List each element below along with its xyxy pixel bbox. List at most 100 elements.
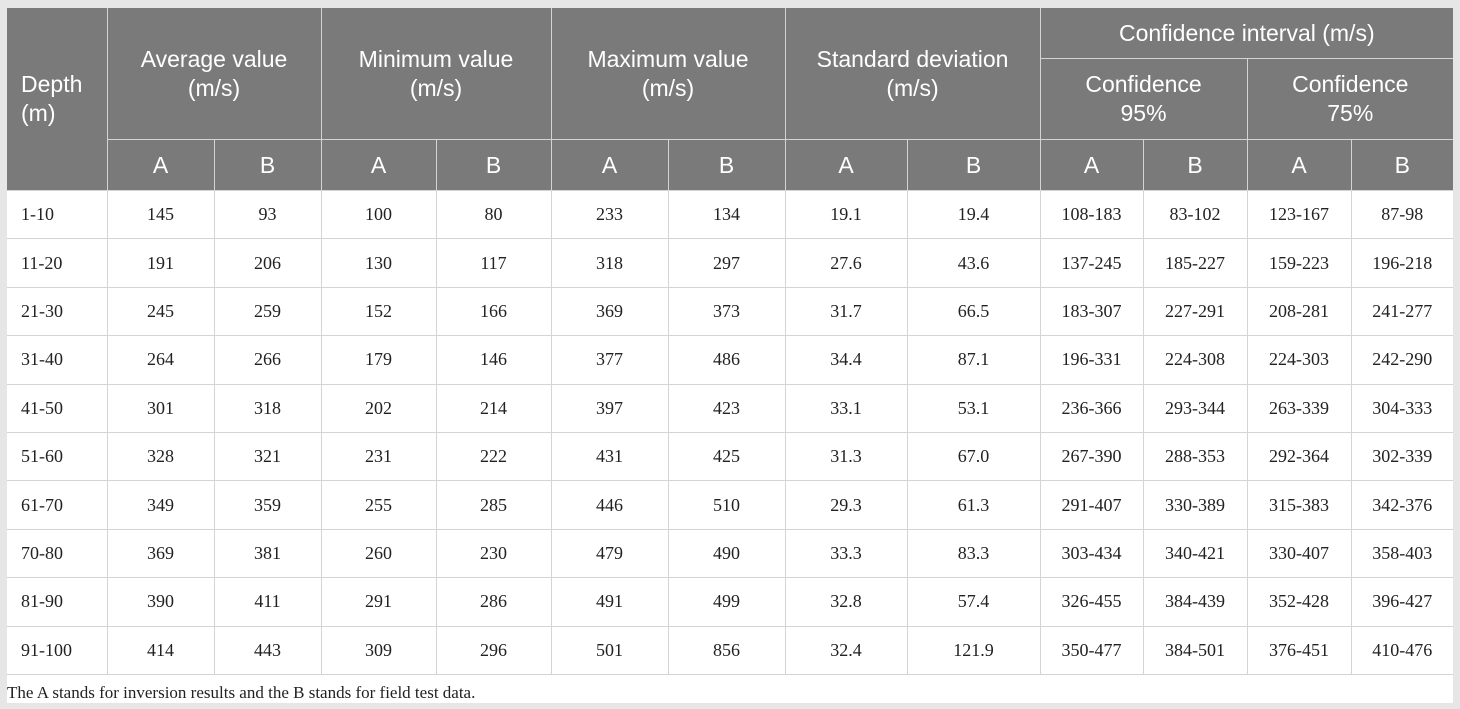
header-average-value: Average value (m/s) (106, 8, 322, 140)
table-row: 51-60 328 321 231 222 431 425 31.3 67.0 267-390 28… (7, 431, 1454, 482)
table-cell: 19.1 (784, 189, 908, 240)
table-cell: 67.0 (906, 431, 1041, 482)
sub-header-a: A (784, 139, 908, 191)
table-cell: 292-364 (1246, 431, 1352, 482)
table-row: 61-70 349 359 255 285 446 510 29.3 61.3 291-407 33… (7, 480, 1454, 530)
table-cell: 93 (213, 189, 322, 240)
table-cell: 342-376 (1350, 480, 1454, 530)
header-minimum-value: Minimum value (m/s) (320, 8, 552, 140)
table-cell: 236-366 (1039, 383, 1144, 433)
header-confidence-75: Confidence 75% (1246, 58, 1454, 140)
table-cell: 856 (667, 625, 786, 675)
table-cell: 224-308 (1142, 335, 1248, 385)
table-cell: 377 (550, 335, 669, 385)
table-cell: 66.5 (906, 286, 1041, 337)
table-cell: 206 (213, 238, 322, 288)
depth-cell: 21-30 (7, 286, 108, 337)
table-row: 81-90 390 411 291 286 491 499 32.8 57.4 326-455 38… (7, 577, 1454, 627)
table-cell: 214 (435, 383, 552, 433)
table-cell: 145 (106, 189, 215, 240)
table-cell: 208-281 (1246, 286, 1352, 337)
table-cell: 302-339 (1350, 431, 1454, 482)
table-cell: 423 (667, 383, 786, 433)
table-cell: 19.4 (906, 189, 1041, 240)
table-cell: 245 (106, 286, 215, 337)
table-cell: 286 (435, 577, 552, 627)
table-cell: 384-501 (1142, 625, 1248, 675)
table-cell: 166 (435, 286, 552, 337)
table-cell: 61.3 (906, 480, 1041, 530)
table-cell: 233 (550, 189, 669, 240)
header-confidence-95: Confidence 95% (1039, 58, 1248, 140)
table-cell: 259 (213, 286, 322, 337)
sub-header-b: B (435, 139, 552, 191)
table-cell: 381 (213, 528, 322, 579)
table-cell: 369 (106, 528, 215, 579)
table-cell: 57.4 (906, 577, 1041, 627)
depth-cell: 61-70 (7, 480, 108, 530)
table-cell: 260 (320, 528, 437, 579)
table-cell: 31.7 (784, 286, 908, 337)
table-cell: 297 (667, 238, 786, 288)
table-cell: 227-291 (1142, 286, 1248, 337)
depth-cell: 91-100 (7, 625, 108, 675)
table-cell: 83-102 (1142, 189, 1248, 240)
table-cell: 146 (435, 335, 552, 385)
table-cell: 328 (106, 431, 215, 482)
sub-header-b: B (213, 139, 322, 191)
sub-header-a: A (550, 139, 669, 191)
table-cell: 231 (320, 431, 437, 482)
depth-cell: 81-90 (7, 577, 108, 627)
sub-header-a: A (1246, 139, 1352, 191)
table-cell: 490 (667, 528, 786, 579)
table-cell: 384-439 (1142, 577, 1248, 627)
depth-cell: 51-60 (7, 431, 108, 482)
table-cell: 242-290 (1350, 335, 1454, 385)
table-cell: 486 (667, 335, 786, 385)
table-cell: 510 (667, 480, 786, 530)
table-cell: 446 (550, 480, 669, 530)
table-cell: 87-98 (1350, 189, 1454, 240)
table-cell: 425 (667, 431, 786, 482)
table-cell: 340-421 (1142, 528, 1248, 579)
table-cell: 80 (435, 189, 552, 240)
table-cell: 414 (106, 625, 215, 675)
table-cell: 230 (435, 528, 552, 579)
table-cell: 108-183 (1039, 189, 1144, 240)
table-cell: 501 (550, 625, 669, 675)
table-cell: 291 (320, 577, 437, 627)
sub-header-a: A (320, 139, 437, 191)
table-cell: 315-383 (1246, 480, 1352, 530)
table-cell: 43.6 (906, 238, 1041, 288)
table-cell: 288-353 (1142, 431, 1248, 482)
table-cell: 410-476 (1350, 625, 1454, 675)
table-cell: 291-407 (1039, 480, 1144, 530)
table-cell: 263-339 (1246, 383, 1352, 433)
table-cell: 443 (213, 625, 322, 675)
table-row: 11-20 191 206 130 117 318 297 27.6 43.6 137-245 18… (7, 238, 1454, 288)
sub-header-b: B (1142, 139, 1248, 191)
sub-header-b: B (1350, 139, 1454, 191)
table-cell: 179 (320, 335, 437, 385)
table-cell: 255 (320, 480, 437, 530)
table-cell: 29.3 (784, 480, 908, 530)
header-standard-deviation: Standard deviation (m/s) (784, 8, 1041, 140)
table-cell: 491 (550, 577, 669, 627)
table-cell: 27.6 (784, 238, 908, 288)
depth-cell: 70-80 (7, 528, 108, 579)
table-cell: 309 (320, 625, 437, 675)
table-cell: 87.1 (906, 335, 1041, 385)
table-cell: 183-307 (1039, 286, 1144, 337)
table-cell: 185-227 (1142, 238, 1248, 288)
sub-header-a: A (1039, 139, 1144, 191)
table-cell: 196-331 (1039, 335, 1144, 385)
table-cell: 31.3 (784, 431, 908, 482)
table-cell: 285 (435, 480, 552, 530)
table-cell: 196-218 (1350, 238, 1454, 288)
sub-header-b: B (667, 139, 786, 191)
table-footnote: The A stands for inversion results and t… (7, 683, 476, 702)
depth-cell: 1-10 (7, 189, 108, 240)
table-cell: 130 (320, 238, 437, 288)
table-frame: Depth (m) Average value (m/s) Minimum valu… (7, 8, 1454, 703)
table-cell: 326-455 (1039, 577, 1144, 627)
